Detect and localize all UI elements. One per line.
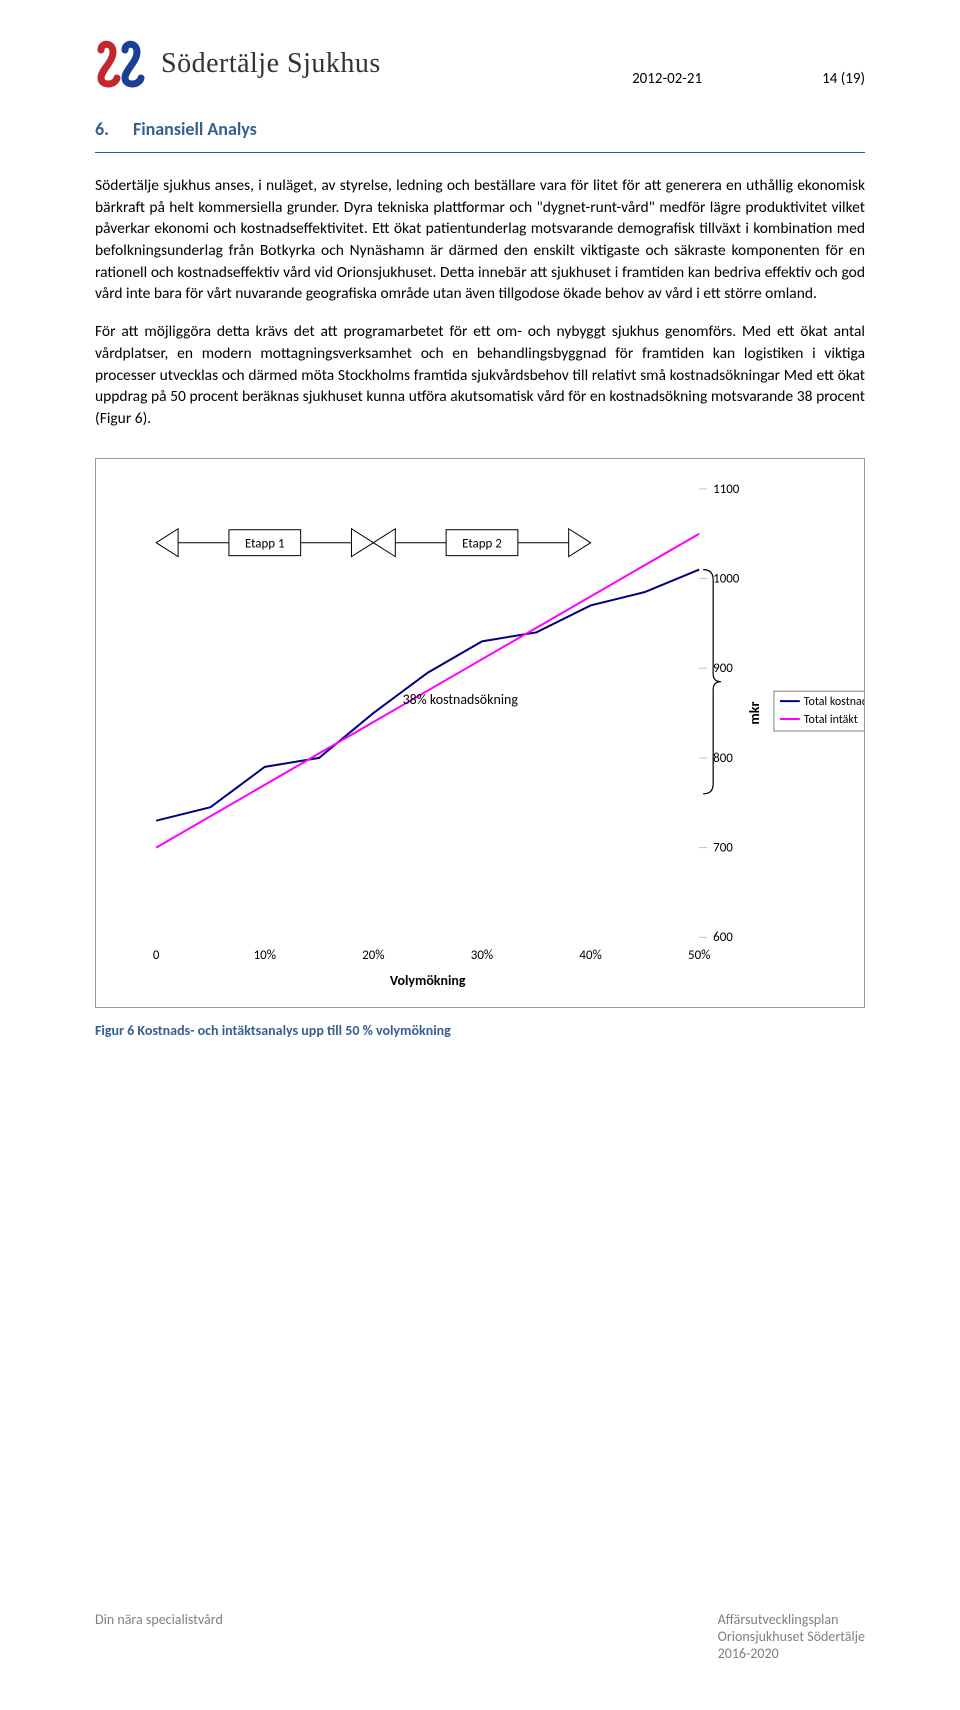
section-rule: [95, 152, 865, 153]
header-meta: 2012-02-21 14 (19): [632, 40, 865, 88]
page-footer: Din nära specialistvård Affärsutveckling…: [95, 1611, 865, 1662]
section-number: 6.: [95, 118, 109, 148]
paragraph-2: För att möjliggöra detta krävs det att p…: [95, 321, 865, 429]
svg-text:1100: 1100: [713, 481, 740, 496]
chart-svg: 600 700 800 900 1000 1100 0 10% 20% 30% 40% 50% Voly…: [96, 459, 864, 1007]
org-logo: Södertälje Sjukhus: [95, 40, 381, 88]
section-title: Finansiell Analys: [133, 118, 257, 140]
doc-date: 2012-02-21: [632, 70, 702, 88]
svg-text:700: 700: [713, 840, 733, 855]
svg-text:Etapp 2: Etapp 2: [462, 536, 502, 551]
footer-left: Din nära specialistvård: [95, 1611, 223, 1662]
svg-text:mkr: mkr: [746, 701, 763, 724]
svg-text:Total kostnad: Total kostnad: [804, 695, 864, 709]
paragraph-1: Södertälje sjukhus anses, i nuläget, av …: [95, 175, 865, 305]
svg-text:800: 800: [713, 750, 733, 765]
figure-caption: Figur 6 Kostnads- och intäktsanalys upp …: [95, 1022, 865, 1039]
svg-text:30%: 30%: [471, 948, 493, 963]
page-header: Södertälje Sjukhus 2012-02-21 14 (19): [95, 40, 865, 88]
page-number: 14 (19): [822, 70, 865, 88]
svg-text:900: 900: [713, 661, 733, 676]
svg-text:Volymökning: Volymökning: [390, 972, 466, 989]
footer-right-1: Affärsutvecklingsplan: [718, 1611, 865, 1628]
logo-mark-icon: [95, 40, 153, 88]
cost-revenue-chart: 600 700 800 900 1000 1100 0 10% 20% 30% 40% 50% Voly…: [95, 458, 865, 1008]
footer-right-3: 2016-2020: [718, 1645, 865, 1662]
svg-text:1000: 1000: [713, 571, 740, 586]
svg-text:38% kostnadsökning: 38% kostnadsökning: [403, 691, 519, 708]
section-heading: 6. Finansiell Analys: [95, 118, 865, 148]
svg-text:600: 600: [713, 930, 733, 945]
org-name: Södertälje Sjukhus: [161, 48, 381, 80]
footer-right-2: Orionsjukhuset Södertälje: [718, 1628, 865, 1645]
svg-text:20%: 20%: [362, 948, 384, 963]
svg-text:40%: 40%: [579, 948, 601, 963]
svg-text:50%: 50%: [688, 948, 710, 963]
footer-right: Affärsutvecklingsplan Orionsjukhuset Söd…: [718, 1611, 865, 1662]
svg-text:Etapp 1: Etapp 1: [245, 536, 285, 551]
svg-text:Total intäkt: Total intäkt: [804, 713, 858, 727]
svg-text:0: 0: [153, 948, 160, 963]
svg-text:10%: 10%: [254, 948, 276, 963]
